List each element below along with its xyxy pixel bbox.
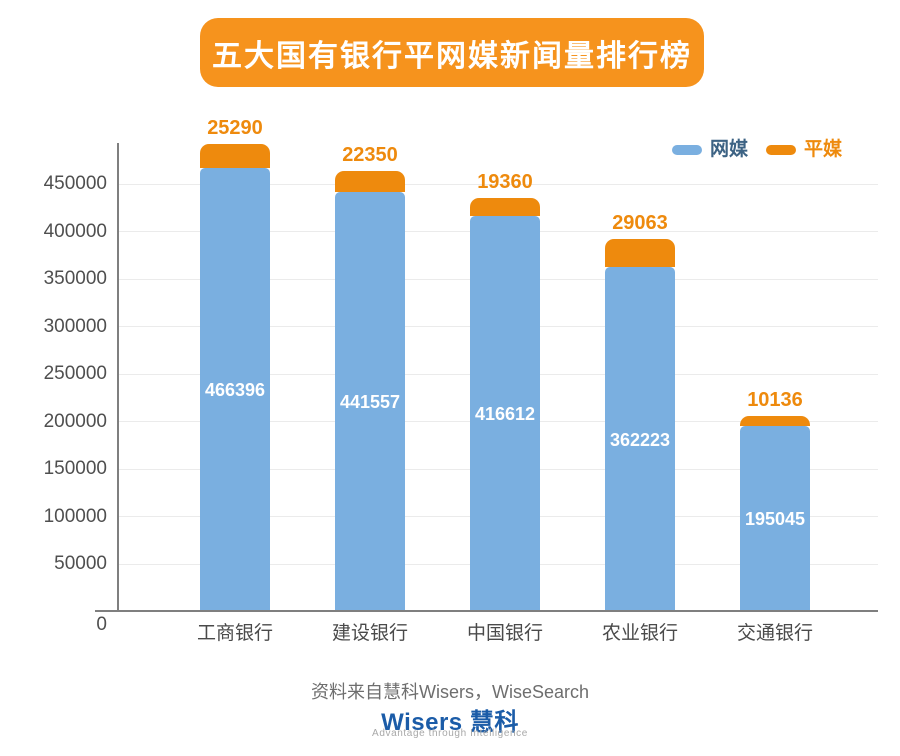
chart-legend: 网媒 平媒	[672, 140, 842, 159]
y-tick-label-200000: 200000	[43, 410, 107, 432]
bar-print-media-3	[470, 198, 540, 216]
bar-value-print-media-4: 29063	[612, 212, 668, 234]
bar-online-media-1	[200, 168, 270, 612]
bar-value-online-media-1: 466396	[204, 380, 266, 400]
x-category-label-4: 农业银行	[601, 623, 678, 644]
y-tick-label-450000: 450000	[43, 173, 107, 194]
wisers-logo: Wisers 慧科	[381, 709, 519, 736]
legend-label-online-media: 网媒	[710, 139, 749, 160]
y-axis-line	[117, 143, 119, 612]
y-tick-label-250000: 250000	[43, 363, 107, 385]
bar-value-online-media-4: 362223	[609, 429, 671, 450]
bar-online-media-4	[605, 267, 675, 612]
bar-online-media-3	[470, 216, 540, 612]
chart-title: 五大国有银行平网媒新闻量排行榜	[212, 39, 692, 73]
chart-title-banner: 五大国有银行平网媒新闻量排行榜	[200, 18, 704, 87]
legend-item-online-media: 网媒	[672, 140, 748, 159]
y-tick-label-300000: 300000	[43, 315, 107, 337]
y-tick-label-0: 0	[96, 614, 107, 635]
bar-online-media-5	[740, 426, 810, 612]
x-axis-line	[95, 610, 878, 612]
bar-print-media-4	[605, 239, 675, 267]
legend-item-print-media: 平媒	[766, 140, 842, 159]
bar-online-media-2	[335, 192, 405, 612]
bar-print-media-5	[740, 416, 810, 426]
bar-print-media-1	[200, 144, 270, 168]
legend-label-print-media: 平媒	[804, 139, 843, 160]
x-category-label-2: 建设银行	[331, 623, 408, 644]
bar-value-online-media-3: 416612	[474, 404, 536, 424]
gridline-450000	[118, 183, 878, 185]
wisers-logo-tagline: Advantage through Intelligence	[372, 728, 528, 739]
y-tick-label-350000: 350000	[43, 268, 107, 290]
y-tick-label-150000: 150000	[43, 458, 107, 480]
y-tick-label-50000: 50000	[54, 553, 107, 575]
bar-value-print-media-2: 22350	[342, 144, 398, 166]
y-tick-label-100000: 100000	[43, 505, 107, 527]
data-source-text: 资料来自慧科Wisers，WiseSearch	[310, 682, 590, 702]
x-category-label-5: 交通银行	[736, 623, 813, 644]
legend-swatch-online-media	[672, 144, 702, 155]
x-category-label-1: 工商银行	[196, 623, 273, 644]
legend-swatch-print-media	[766, 144, 797, 155]
bar-print-media-2	[335, 171, 405, 192]
bar-value-online-media-2: 441557	[339, 392, 401, 412]
bar-value-print-media-5: 10136	[747, 389, 803, 411]
bar-value-print-media-3: 19360	[477, 171, 533, 193]
y-tick-label-400000: 400000	[43, 220, 107, 242]
bar-value-print-media-1: 25290	[207, 117, 263, 139]
bar-value-online-media-5: 195045	[744, 509, 806, 529]
x-category-label-3: 中国银行	[466, 623, 543, 644]
